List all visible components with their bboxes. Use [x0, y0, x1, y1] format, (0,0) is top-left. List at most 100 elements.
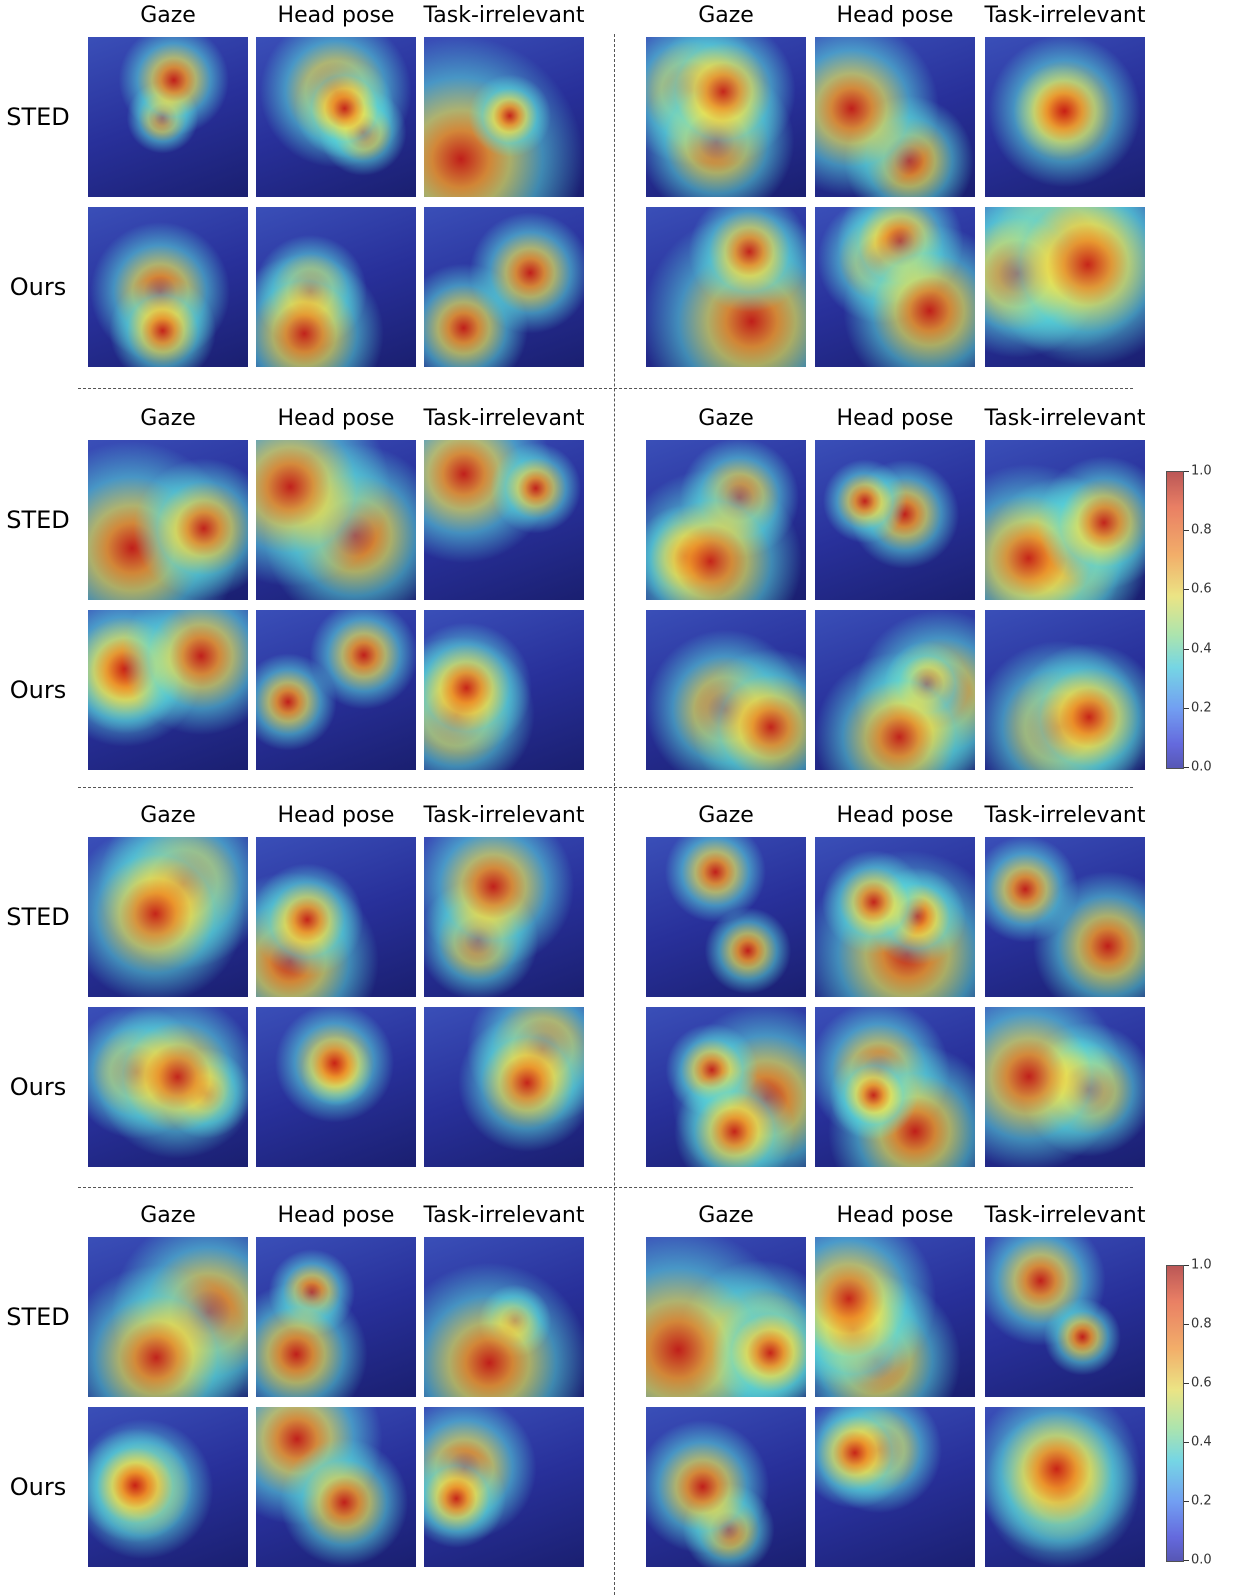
colorbar-tick-label: 0.2: [1191, 700, 1212, 715]
colorbar-tick: [1184, 708, 1189, 709]
heatmap-image: [424, 207, 584, 367]
column-header: Task-irrelevant: [423, 406, 584, 431]
heatmap-image: [646, 610, 806, 770]
heatmap-image: [815, 440, 975, 600]
row-label: Ours: [10, 676, 66, 704]
heatmap-image: [815, 37, 975, 197]
divider: [78, 787, 1133, 788]
column-header: Gaze: [140, 3, 196, 28]
colorbar-tick-label: 0.0: [1191, 760, 1212, 775]
heatmap-image: [256, 37, 416, 197]
colorbar-tick-label: 0.4: [1191, 1435, 1212, 1450]
heatmap-image: [88, 207, 248, 367]
colorbar-tick-label: 0.8: [1191, 1317, 1212, 1332]
heatmap-image: [815, 207, 975, 367]
column-header: Task-irrelevant: [984, 1203, 1145, 1228]
heatmap-image: [985, 207, 1145, 367]
heatmap-image: [256, 1407, 416, 1567]
row-label: STED: [6, 103, 70, 131]
row-label: Ours: [10, 1473, 66, 1501]
heatmap-image: [424, 37, 584, 197]
column-header: Gaze: [140, 406, 196, 431]
heatmap-image: [646, 37, 806, 197]
heatmap-image: [88, 837, 248, 997]
colorbar-tick: [1184, 1442, 1189, 1443]
heatmap-image: [985, 837, 1145, 997]
heatmap-image: [985, 1007, 1145, 1167]
column-header: Head pose: [278, 406, 395, 431]
heatmap-image: [646, 1407, 806, 1567]
heatmap-image: [424, 1407, 584, 1567]
heatmap-image: [815, 1237, 975, 1397]
row-label: STED: [6, 1303, 70, 1331]
column-header: Task-irrelevant: [984, 803, 1145, 828]
colorbar-tick: [1184, 1501, 1189, 1502]
heatmap-image: [424, 837, 584, 997]
column-header: Gaze: [698, 3, 754, 28]
column-header: Gaze: [698, 406, 754, 431]
heatmap-image: [256, 440, 416, 600]
colorbar-tick: [1184, 1560, 1189, 1561]
heatmap-image: [88, 1407, 248, 1567]
heatmap-image: [88, 1007, 248, 1167]
figure: {"panels": [ {"columns": ["Gaze", "Head …: [0, 0, 1239, 1595]
column-header: Task-irrelevant: [984, 3, 1145, 28]
column-header: Gaze: [140, 803, 196, 828]
heatmap-image: [424, 610, 584, 770]
colorbar-tick: [1184, 471, 1189, 472]
column-header: Head pose: [278, 803, 395, 828]
heatmap-image: [646, 1237, 806, 1397]
heatmap-image: [88, 610, 248, 770]
heatmap-image: [256, 610, 416, 770]
heatmap-image: [815, 837, 975, 997]
column-header: Gaze: [140, 1203, 196, 1228]
heatmap-image: [815, 1407, 975, 1567]
heatmap-image: [646, 1007, 806, 1167]
heatmap-image: [424, 1007, 584, 1167]
colorbar-tick-label: 1.0: [1191, 1258, 1212, 1273]
colorbar: [1166, 471, 1184, 769]
colorbar-tick-label: 0.8: [1191, 523, 1212, 538]
heatmap-image: [424, 440, 584, 600]
heatmap-image: [646, 440, 806, 600]
heatmap-image: [88, 1237, 248, 1397]
heatmap-image: [88, 440, 248, 600]
column-header: Task-irrelevant: [984, 406, 1145, 431]
colorbar-tick: [1184, 1265, 1189, 1266]
heatmap-image: [985, 440, 1145, 600]
heatmap-image: [815, 610, 975, 770]
colorbar-tick-label: 0.6: [1191, 1376, 1212, 1391]
colorbar-tick: [1184, 767, 1189, 768]
column-header: Task-irrelevant: [423, 3, 584, 28]
colorbar-tick: [1184, 649, 1189, 650]
colorbar-tick-label: 0.2: [1191, 1494, 1212, 1509]
row-label: STED: [6, 903, 70, 931]
row-label: STED: [6, 506, 70, 534]
heatmap-image: [256, 1237, 416, 1397]
row-label: Ours: [10, 1073, 66, 1101]
colorbar-tick-label: 1.0: [1191, 464, 1212, 479]
divider: [78, 388, 1133, 389]
column-header: Head pose: [837, 803, 954, 828]
heatmap-image: [985, 1237, 1145, 1397]
heatmap-image: [815, 1007, 975, 1167]
column-header: Gaze: [698, 803, 754, 828]
divider: [614, 34, 615, 1595]
column-header: Task-irrelevant: [423, 1203, 584, 1228]
heatmap-image: [646, 207, 806, 367]
column-header: Gaze: [698, 1203, 754, 1228]
colorbar-tick-label: 0.0: [1191, 1553, 1212, 1568]
colorbar-tick: [1184, 530, 1189, 531]
colorbar-tick: [1184, 589, 1189, 590]
divider: [78, 1187, 1133, 1188]
heatmap-image: [256, 837, 416, 997]
heatmap-image: [256, 1007, 416, 1167]
colorbar: [1166, 1265, 1184, 1562]
row-label: Ours: [10, 273, 66, 301]
column-header: Head pose: [837, 1203, 954, 1228]
heatmap-image: [646, 837, 806, 997]
heatmap-image: [88, 37, 248, 197]
heatmap-image: [985, 610, 1145, 770]
column-header: Task-irrelevant: [423, 803, 584, 828]
column-header: Head pose: [837, 3, 954, 28]
